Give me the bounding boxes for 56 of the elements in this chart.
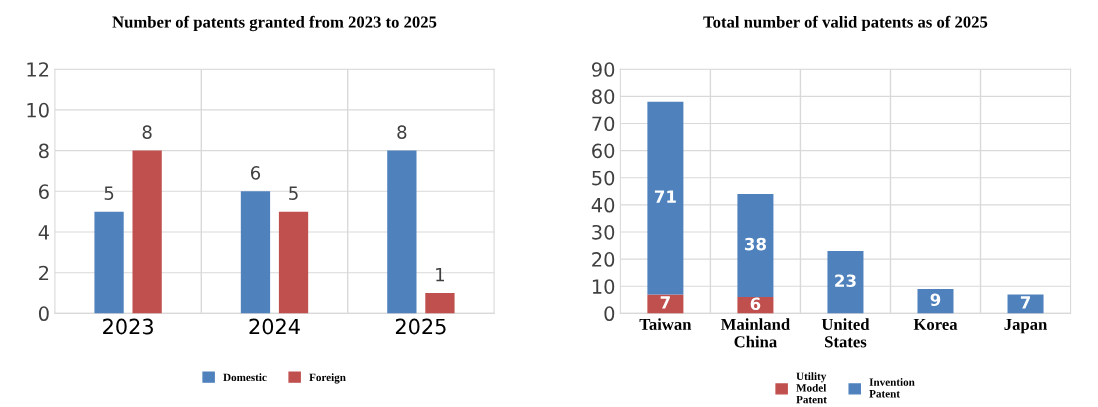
data-label: 6 [750,297,761,311]
y-tick-label: 2 [39,265,49,281]
bar [94,211,124,314]
x-tick-label: 2023 [103,318,153,335]
y-tick-label: 6 [39,184,49,199]
data-label: 9 [930,293,941,307]
y-tick-label: 0 [38,306,49,322]
bar [240,191,271,314]
data-label: 6 [250,165,261,180]
y-tick-label: 30 [592,224,615,240]
bar [647,101,684,295]
legend-label: Invention Patent [869,378,915,398]
chart-title: Number of patents granted from 2023 to 2025 [112,15,437,32]
data-label: 5 [104,186,114,200]
bar [737,194,774,298]
chart-title: Total number of valid patents as of 2025 [703,15,988,32]
y-tick-label: 12 [27,62,49,77]
bar [278,211,309,314]
data-label: 23 [835,274,856,288]
bar [1007,294,1044,314]
data-label: 71 [654,190,676,203]
y-tick-label: 70 [592,116,615,132]
y-tick-label: 60 [592,143,615,159]
y-tick-label: 20 [592,252,615,267]
bar [425,293,455,314]
data-label: 38 [744,237,766,251]
data-label: 5 [289,186,298,200]
data-label: 8 [142,125,152,139]
data-label: 8 [397,125,407,139]
x-tick-label: United States [821,318,870,348]
y-tick-label: 80 [592,89,615,104]
x-tick-label: 2024 [249,318,300,335]
y-tick-label: 4 [38,225,49,240]
bar [827,250,864,314]
y-tick-label: 8 [38,143,49,159]
bar [132,150,162,314]
legend-label: Utility Model Patent [796,372,827,404]
x-tick-label: Japan [1004,318,1048,334]
bar [917,288,954,314]
legend-label: Domestic [223,373,267,382]
x-tick-label: 2025 [395,318,446,335]
y-tick-label: 10 [27,102,49,118]
y-tick-label: 40 [591,197,615,213]
bar [387,150,417,314]
x-tick-label: Mainland China [720,318,790,348]
legend-label: Foreign [309,373,346,384]
x-tick-label: Taiwan [639,318,692,330]
y-tick-label: 50 [592,170,615,186]
x-tick-label: Korea [913,318,958,330]
y-tick-label: 10 [592,279,615,294]
y-tick-label: 0 [604,306,615,322]
data-label: 7 [1020,296,1030,309]
bar [647,294,684,314]
data-label: 1 [436,267,445,282]
data-label: 7 [660,296,670,309]
y-tick-label: 90 [591,62,615,77]
